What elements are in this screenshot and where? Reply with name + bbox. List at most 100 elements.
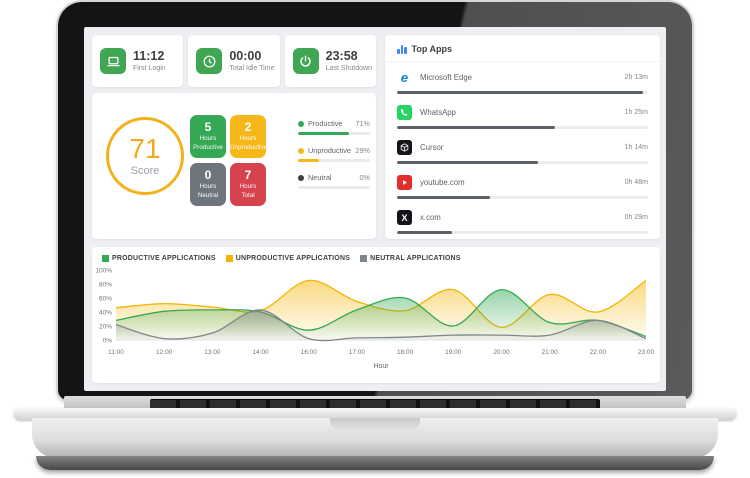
productive-dot-icon: [298, 120, 304, 127]
stat-text: 23:58 Last Shutdown: [325, 48, 372, 73]
summary-row-unproductive: Unproductive 29%: [298, 146, 370, 162]
app-usage-bar-track: [397, 231, 648, 234]
hours-tile-total: 7 Hours Total: [230, 163, 266, 206]
x-axis-tick: 14:00: [252, 349, 269, 356]
app-usage-bar-fill: [397, 231, 453, 234]
dashboard-screen: 11:12 First Login 00:00 Total Idle Time 23:5…: [84, 27, 666, 391]
app-usage-time: 2h 13m: [624, 74, 648, 81]
tile-label: Neutral: [197, 191, 219, 199]
stat-value: 23:58: [325, 48, 358, 63]
x-axis-tick: 22:00: [590, 349, 607, 356]
score-label: Score: [130, 165, 160, 177]
chart-legend-item-productive-applications[interactable]: PRODUCTIVE APPLICATIONS: [102, 255, 216, 262]
stat-card-total-idle-time: 00:00 Total Idle Time: [188, 35, 280, 87]
chart-legend-label: PRODUCTIVE APPLICATIONS: [112, 255, 216, 262]
chart-legend: PRODUCTIVE APPLICATIONS UNPRODUCTIVE APPL…: [102, 255, 660, 262]
summary-bar-track: [298, 186, 370, 189]
laptop-lid: 11:12 First Login 00:00 Total Idle Time 23:5…: [58, 2, 692, 400]
hours-tiles: 5 Hours Productive 2 Hours Unproductive 0 Hours…: [190, 115, 268, 206]
app-usage-bar-fill: [397, 161, 538, 164]
summary-percent: 71%: [355, 119, 370, 128]
x-axis-tick: 23:00: [638, 349, 655, 356]
cursor-app-icon: [397, 140, 412, 155]
x-axis-tick: 19:00: [445, 349, 462, 356]
tile-label: Hours: [239, 135, 257, 142]
stat-label: Last Shutdown: [325, 65, 372, 73]
youtube-app-icon: [397, 175, 412, 190]
app-usage-bar-fill: [397, 126, 556, 129]
laptop-bottom-edge: [36, 456, 714, 470]
stat-text: 11:12 First Login: [133, 48, 166, 73]
app-name: Cursor: [420, 143, 444, 152]
unproductive-applications-swatch-icon: [225, 255, 233, 262]
summary-bar-fill: [298, 159, 319, 162]
x-axis-tick: 18:00: [397, 349, 414, 356]
line-series-neutral-applications: [115, 309, 647, 342]
summary-label: Neutral: [308, 173, 332, 182]
chart-legend-item-neutral-applications[interactable]: NEUTRAL APPLICATIONS: [360, 255, 461, 262]
app-row-line: e Microsoft Edge 2h 13m: [397, 70, 648, 85]
stat-card-first-login: 11:12 First Login: [92, 35, 184, 87]
stats-row: 11:12 First Login 00:00 Total Idle Time 23:5…: [92, 35, 376, 87]
app-row-line: Cursor 1h 14m: [397, 140, 648, 155]
hours-tile-unproductive: 2 Hours Unproductive: [230, 115, 268, 158]
laptop-base: [32, 418, 718, 458]
tile-label: Hours: [199, 135, 217, 142]
summary-row-productive: Productive 71%: [298, 119, 370, 135]
x-axis-tick: 16:00: [301, 349, 318, 356]
x-axis-title: Hour: [373, 363, 389, 370]
laptop-icon: [100, 48, 126, 74]
stat-value: 11:12: [133, 48, 165, 63]
clock-icon: [196, 48, 223, 74]
app-usage-time: 1h 25m: [624, 109, 648, 116]
activity-area-chart: 100% 80% 60% 40% 20% 0% 11:00 12:00 13:00 14:00 16…: [95, 268, 655, 371]
top-apps-list: e Microsoft Edge 2h 13m WhatsApp 1h 25m Curso…: [385, 62, 660, 237]
y-axis-tick: 40%: [99, 310, 112, 317]
app-row-line: youtube.com 0h 48m: [397, 175, 648, 190]
app-usage-time: 0h 48m: [624, 179, 648, 186]
summary-percent: 0%: [359, 173, 370, 182]
trackpad-notch: [330, 418, 420, 431]
app-usage-bar-fill: [397, 91, 643, 94]
tile-label: Unproductive: [230, 143, 268, 151]
tile-label: Hours: [199, 183, 217, 190]
stat-label: Total Idle Time: [229, 65, 275, 73]
app-row-microsoft-edge: e Microsoft Edge 2h 13m: [397, 62, 648, 97]
power-icon: [292, 48, 319, 74]
y-axis-tick: 80%: [99, 282, 112, 289]
productive-applications-swatch-icon: [102, 255, 109, 262]
chart-legend-label: NEUTRAL APPLICATIONS: [370, 255, 461, 262]
y-axis-tick: 20%: [99, 324, 112, 331]
tile-label: Hours: [239, 183, 257, 190]
app-usage-bar-track: [397, 126, 648, 129]
chart-legend-item-unproductive-applications[interactable]: UNPRODUCTIVE APPLICATIONS: [225, 255, 350, 262]
tile-value: 0: [204, 168, 212, 182]
stat-card-last-shutdown: 23:58 Last Shutdown: [284, 35, 376, 87]
summary-row-head: Productive 71%: [298, 119, 370, 128]
tile-label: Total: [241, 191, 255, 199]
x-axis-tick: 17:00: [349, 349, 366, 356]
score-card: 71 Score 5 Hours Productive 2 Hours Unproduct…: [92, 93, 376, 239]
summary-percent: 29%: [355, 146, 370, 155]
score-ring: 71 Score: [106, 117, 184, 195]
summary-row-head: Unproductive 29%: [298, 146, 370, 155]
activity-chart-card: PRODUCTIVE APPLICATIONS UNPRODUCTIVE APPL…: [92, 247, 660, 383]
x-axis-tick: 20:00: [493, 349, 510, 356]
top-apps-card: Top Apps e Microsoft Edge 2h 13m WhatsApp 1h…: [385, 35, 660, 239]
y-axis-tick: 0%: [103, 338, 113, 345]
app-name: x.com: [420, 213, 441, 222]
summary-label: Productive: [308, 119, 343, 128]
edge-app-icon: e: [400, 70, 409, 85]
summary-row-head: Neutral 0%: [298, 173, 370, 182]
line-series-productive-applications: [115, 288, 647, 338]
hours-tile-productive: 5 Hours Productive: [190, 115, 226, 158]
app-row-line: WhatsApp 1h 25m: [397, 105, 648, 120]
tile-value: 5: [204, 120, 212, 134]
stat-text: 00:00 Total Idle Time: [229, 49, 275, 73]
tile-value: 2: [244, 120, 252, 134]
app-row-cursor: Cursor 1h 14m: [397, 132, 648, 167]
y-axis-tick: 100%: [95, 268, 112, 275]
neutral-dot-icon: [298, 174, 304, 181]
